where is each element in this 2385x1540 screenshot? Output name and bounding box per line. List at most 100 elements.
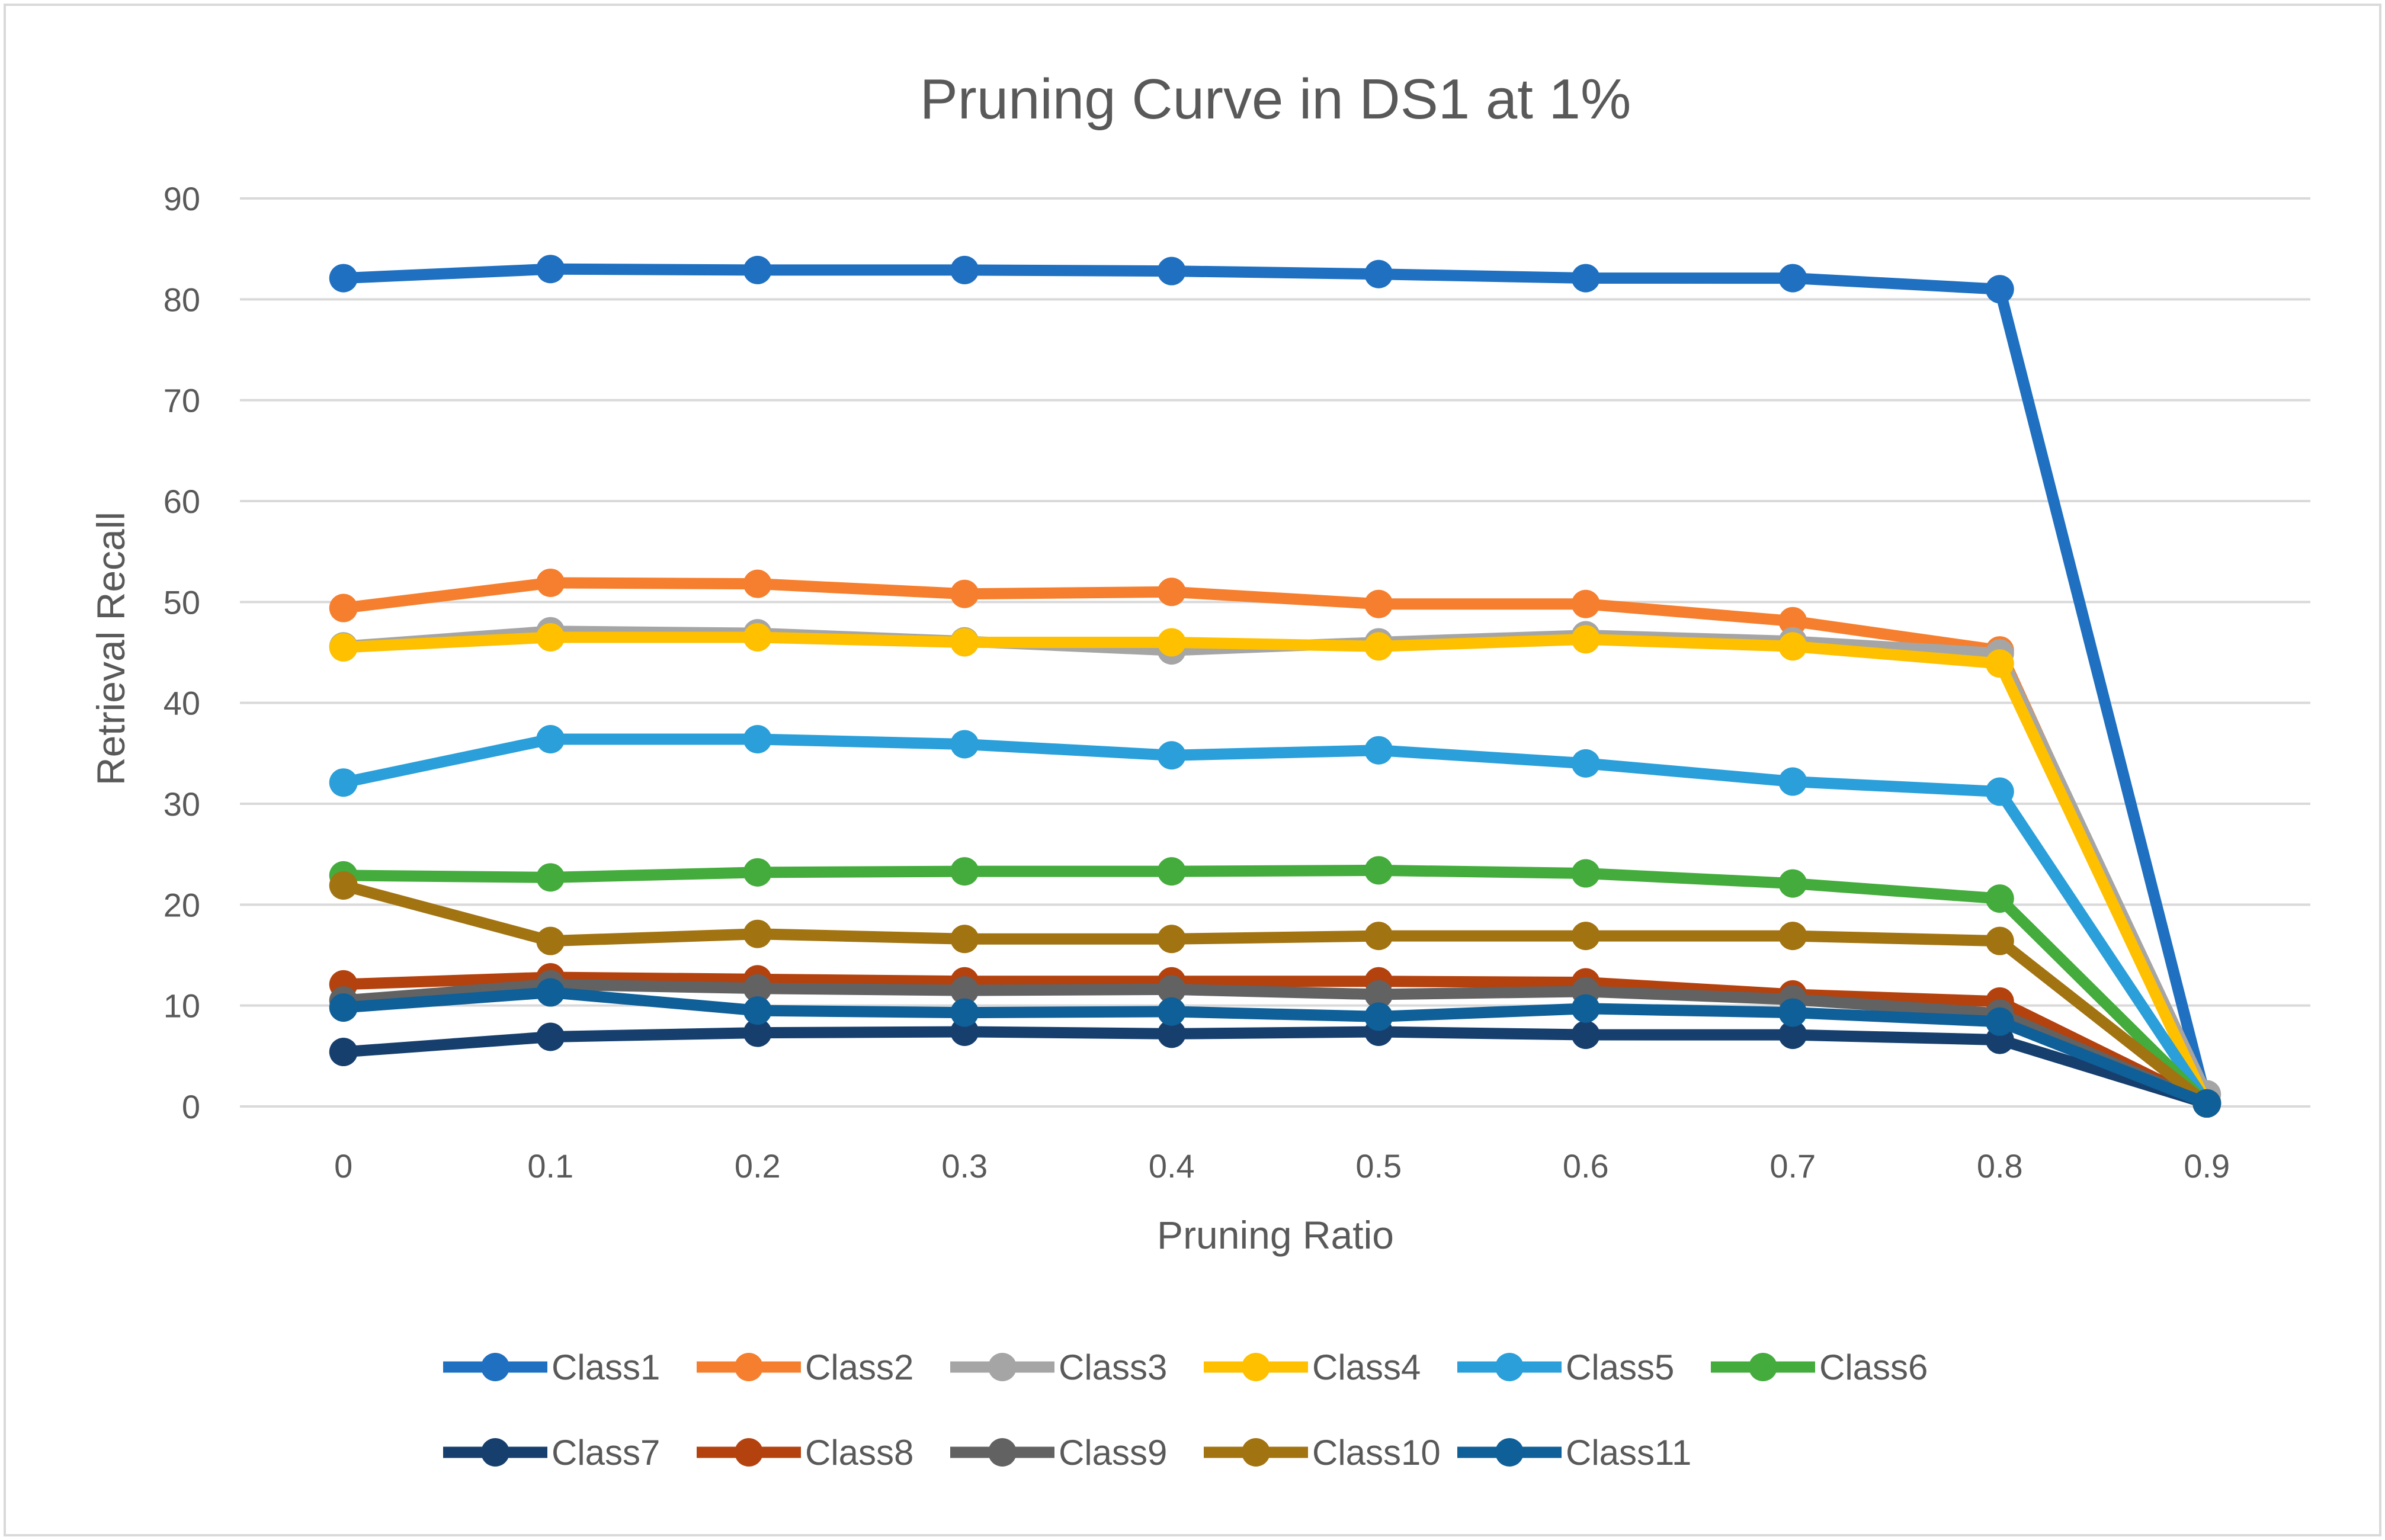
legend-item-class4: Class4	[1204, 1348, 1421, 1387]
data-point-class9	[1364, 980, 1393, 1009]
y-tick-label: 30	[164, 785, 200, 823]
x-tick-label: 0.2	[735, 1147, 781, 1185]
data-point-class6	[1985, 884, 2014, 913]
legend-label: Class1	[552, 1348, 660, 1387]
data-point-class5	[950, 730, 979, 759]
legend-swatch-marker	[988, 1438, 1017, 1467]
x-axis-tick-labels: 0 0.1 0.2 0.3 0.4 0.5 0.6 0.7 0.8 0.9	[334, 1147, 2230, 1185]
y-tick-label: 0	[182, 1088, 200, 1125]
data-point-class5	[1985, 777, 2014, 806]
data-point-class6	[1571, 859, 1600, 888]
y-tick-label: 70	[164, 382, 200, 419]
data-point-class2	[1778, 607, 1807, 636]
data-point-class1	[1571, 264, 1600, 293]
series-class5	[329, 724, 2221, 1118]
y-axis-tick-labels: 0 10 20 30 40 50 60 70 80 90	[164, 180, 200, 1125]
data-point-class10	[536, 926, 565, 955]
legend-swatch-marker	[1242, 1353, 1270, 1381]
data-point-class6	[536, 863, 565, 892]
y-tick-label: 90	[164, 180, 200, 217]
data-point-class11	[1985, 1007, 2014, 1036]
data-point-class4	[1157, 628, 1186, 657]
legend-label: Class11	[1566, 1433, 1691, 1472]
data-point-class11	[950, 998, 979, 1027]
data-point-class5	[1364, 736, 1393, 765]
data-point-class11	[536, 978, 565, 1007]
data-point-class6	[1778, 869, 1807, 898]
data-point-class10	[950, 925, 979, 954]
data-point-class6	[1364, 856, 1393, 885]
legend-item-class11: Class11	[1457, 1433, 1691, 1472]
x-tick-label: 0.3	[941, 1147, 988, 1185]
x-axis-title: Pruning Ratio	[1157, 1213, 1394, 1257]
chart-border	[4, 4, 2381, 1536]
data-point-class11	[1364, 1002, 1393, 1031]
y-tick-label: 50	[164, 583, 200, 621]
data-point-class1	[536, 255, 565, 284]
data-point-class2	[1364, 589, 1393, 618]
y-axis-title: Retrieval Recall	[89, 512, 133, 785]
data-point-class7	[1778, 1021, 1807, 1050]
series-line-class1	[338, 263, 2213, 1108]
y-tick-label: 40	[164, 685, 200, 722]
series-line-class2	[338, 577, 2213, 1109]
y-tick-label: 10	[164, 987, 200, 1025]
legend: Class1 Class2 Class3 Class4 Class5 Class6 Clas…	[443, 1348, 1928, 1472]
data-point-class6	[743, 858, 772, 887]
data-point-class5	[1157, 741, 1186, 770]
data-point-class5	[743, 724, 772, 753]
series-line-class9	[338, 978, 2213, 1109]
legend-swatch-marker	[481, 1438, 509, 1467]
x-tick-label: 0.8	[1977, 1147, 2023, 1185]
data-point-class5	[1571, 749, 1600, 778]
y-tick-label: 60	[164, 483, 200, 520]
series-line-class6	[338, 864, 2213, 1109]
legend-swatch-marker	[735, 1438, 763, 1467]
legend-label: Class10	[1312, 1433, 1441, 1472]
data-point-class11	[329, 993, 358, 1022]
legend-swatch-marker	[988, 1353, 1017, 1381]
data-point-class7	[536, 1022, 565, 1051]
data-point-class2	[950, 579, 979, 608]
series-class11	[329, 978, 2221, 1118]
data-point-class10	[329, 871, 358, 900]
data-point-class6	[1157, 857, 1186, 886]
data-point-class1	[1364, 259, 1393, 288]
series-line-class8	[338, 971, 2213, 1109]
data-point-class9	[1157, 975, 1186, 1004]
legend-label: Class7	[552, 1433, 660, 1472]
legend-label: Class5	[1566, 1348, 1674, 1387]
data-point-class10	[1364, 922, 1393, 951]
series-line-class11	[338, 987, 2213, 1109]
legend-item-class6: Class6	[1711, 1348, 1928, 1387]
data-point-class4	[1364, 632, 1393, 661]
data-point-class4	[1571, 625, 1600, 654]
data-point-class5	[536, 724, 565, 753]
legend-item-class2: Class2	[697, 1348, 913, 1387]
legend-swatch-marker	[1749, 1353, 1777, 1381]
data-point-class2	[1157, 578, 1186, 607]
data-point-class2	[536, 568, 565, 597]
data-point-class11	[2192, 1089, 2221, 1118]
data-point-class11	[1778, 998, 1807, 1027]
data-point-class6	[950, 857, 979, 886]
data-point-class1	[743, 255, 772, 284]
x-tick-label: 0.5	[1355, 1147, 1402, 1185]
x-tick-label: 0.9	[2184, 1147, 2230, 1185]
legend-label: Class4	[1312, 1348, 1421, 1387]
series-line-class5	[338, 733, 2213, 1109]
legend-label: Class9	[1059, 1433, 1167, 1472]
legend-label: Class6	[1819, 1348, 1928, 1387]
legend-item-class5: Class5	[1457, 1348, 1674, 1387]
x-tick-label: 0	[334, 1147, 352, 1185]
data-point-class1	[329, 264, 358, 293]
legend-item-class9: Class9	[950, 1433, 1167, 1472]
data-point-class2	[329, 593, 358, 623]
data-point-class7	[1571, 1021, 1600, 1050]
data-point-class5	[329, 768, 358, 797]
data-point-class4	[950, 628, 979, 657]
series-class4	[329, 623, 2221, 1118]
legend-label: Class8	[805, 1433, 913, 1472]
y-tick-label: 80	[164, 281, 200, 318]
legend-item-class1: Class1	[443, 1348, 660, 1387]
